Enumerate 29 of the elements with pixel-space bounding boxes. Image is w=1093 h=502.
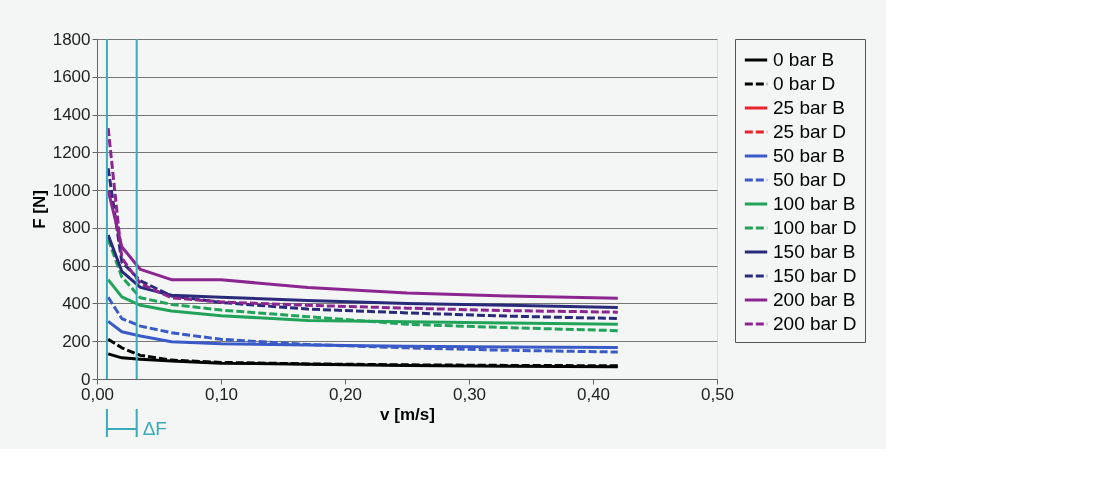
legend-label: 25 bar B (773, 97, 845, 118)
legend-label: 200 bar D (773, 313, 857, 334)
y-tick-label: 1000 (52, 180, 91, 200)
legend-label: 0 bar D (773, 73, 836, 94)
legend-label: 100 bar D (773, 217, 857, 238)
y-tick-label: 400 (62, 293, 91, 313)
x-tick-label: 0,10 (204, 384, 239, 404)
legend-label: 150 bar D (773, 265, 857, 286)
x-tick-label: 0,30 (452, 384, 487, 404)
y-tick-label: 800 (62, 218, 91, 238)
legend-label: 200 bar B (773, 289, 856, 310)
text: ΔF (142, 418, 167, 439)
y-tick-label: 200 (62, 331, 91, 351)
legend-label: 50 bar D (773, 169, 846, 190)
x-axis-title: v [m/s] (380, 404, 435, 424)
x-tick-label: 0,20 (328, 384, 363, 404)
y-tick-label: 1800 (52, 29, 91, 49)
y-tick-label: 1200 (52, 142, 91, 162)
y-tick-label: 1400 (52, 105, 91, 125)
legend-label: 100 bar B (773, 193, 856, 214)
x-tick-label: 0,40 (576, 384, 611, 404)
legend-label: 25 bar D (773, 121, 846, 142)
legend-label: 0 bar B (773, 49, 835, 70)
y-axis-title: F [N] (29, 190, 49, 229)
legend-label: 150 bar B (773, 241, 856, 262)
y-tick-label: 600 (62, 256, 91, 276)
x-tick-label: 0,50 (700, 384, 735, 404)
y-tick-label: 1600 (52, 67, 91, 87)
legend-label: 50 bar B (773, 145, 845, 166)
